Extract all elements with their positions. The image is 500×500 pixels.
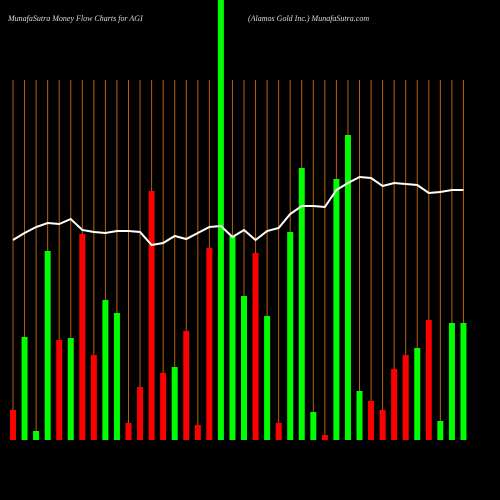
- bar: [125, 423, 132, 440]
- bar: [148, 191, 155, 440]
- bar: [183, 331, 190, 440]
- bar: [310, 412, 317, 440]
- bar: [298, 168, 305, 440]
- chart-subtitle: (Alamos Gold Inc.) MunafaSutra.com: [248, 14, 369, 23]
- bar: [44, 251, 51, 440]
- bar: [391, 369, 398, 440]
- bar: [67, 338, 74, 440]
- bar: [21, 337, 28, 440]
- bar: [33, 431, 40, 440]
- bar: [229, 236, 236, 440]
- bar: [90, 355, 97, 440]
- bar: [137, 387, 144, 440]
- bar: [194, 425, 201, 440]
- bar: [171, 367, 178, 440]
- bar: [321, 435, 328, 440]
- bar: [333, 179, 340, 440]
- money-flow-line: [12, 175, 464, 247]
- bar: [79, 234, 86, 440]
- bar: [241, 296, 247, 440]
- bar: [402, 355, 409, 440]
- bar: [217, 0, 224, 440]
- bar: [425, 320, 432, 440]
- bar: [10, 410, 16, 440]
- bar: [368, 401, 375, 440]
- bar: [264, 316, 271, 440]
- chart-title: MunafaSutra Money Flow Charts for AGI: [7, 14, 143, 23]
- bar: [160, 373, 167, 440]
- bar: [206, 248, 213, 440]
- bar: [460, 323, 467, 440]
- bar: [252, 253, 259, 440]
- bar: [448, 323, 455, 440]
- bar: [437, 421, 444, 440]
- bar: [356, 391, 363, 440]
- bar: [56, 340, 63, 440]
- bar: [344, 135, 351, 440]
- bar: [287, 232, 294, 440]
- bar: [275, 423, 282, 440]
- bar: [102, 300, 109, 440]
- bar: [414, 348, 421, 440]
- bar: [379, 410, 386, 440]
- bar: [113, 313, 120, 440]
